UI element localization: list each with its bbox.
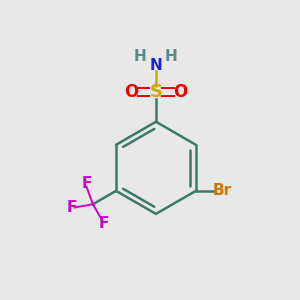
Text: O: O <box>173 83 188 101</box>
Text: F: F <box>98 216 109 231</box>
Text: N: N <box>150 58 162 74</box>
Text: S: S <box>149 83 162 101</box>
Text: H: H <box>134 49 147 64</box>
Text: F: F <box>81 176 92 191</box>
Text: F: F <box>67 200 77 215</box>
Text: H: H <box>165 49 178 64</box>
Text: Br: Br <box>213 183 232 198</box>
Text: O: O <box>124 83 139 101</box>
